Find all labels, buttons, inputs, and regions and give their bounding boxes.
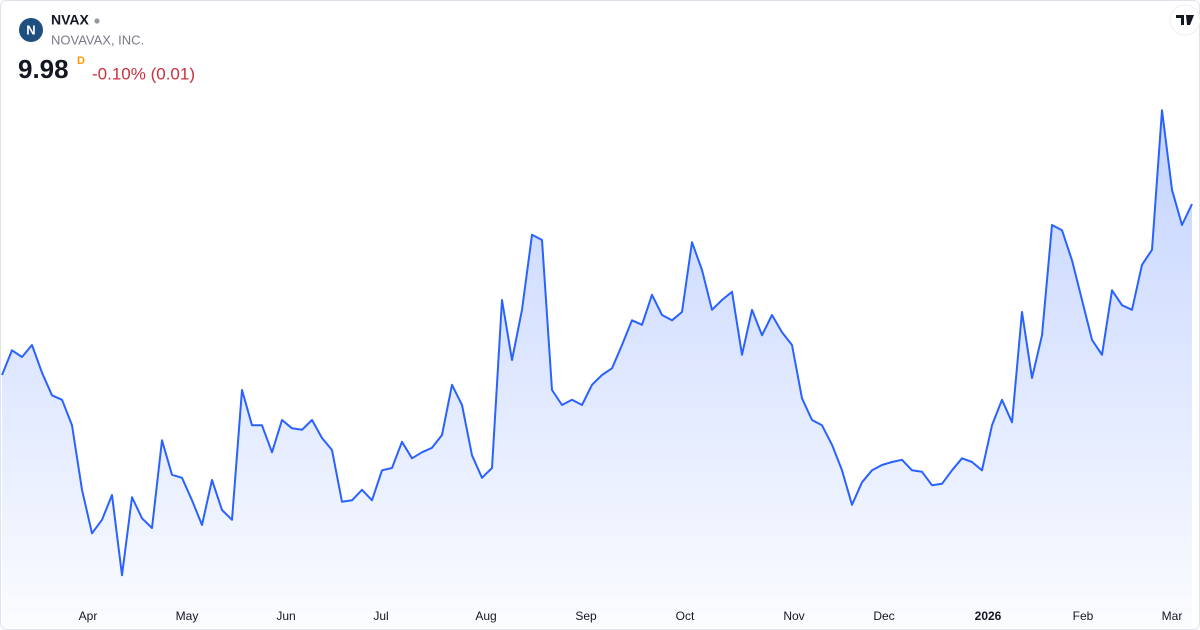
x-tick-label: Nov xyxy=(783,609,804,623)
x-tick-label: Dec xyxy=(873,609,894,623)
logo-letter: N xyxy=(26,22,35,37)
logo xyxy=(19,18,43,42)
x-tick-label: Jun xyxy=(276,609,295,623)
area-fill xyxy=(2,110,1192,628)
tradingview-logo[interactable] xyxy=(1169,4,1200,36)
x-tick-label: Mar xyxy=(1162,609,1183,623)
x-tick-label: Apr xyxy=(79,609,98,623)
price: 9.98 xyxy=(18,54,69,84)
status-dot xyxy=(94,18,100,24)
symbol: NVAX xyxy=(51,12,90,28)
x-tick-label: May xyxy=(176,609,199,623)
price-change: -0.10% (0.01) xyxy=(92,64,195,83)
x-tick-label: Feb xyxy=(1073,609,1094,623)
company-name: NOVAVAX, INC. xyxy=(51,32,144,47)
plot-area: Apr May Jun Jul Aug Sep Oct Nov Dec 2026 Feb Mar xyxy=(1,109,1193,628)
x-tick-label: Oct xyxy=(676,609,695,623)
x-tick-label: Aug xyxy=(475,609,496,623)
interval: D xyxy=(77,55,85,67)
x-tick-label: Jul xyxy=(373,609,388,623)
price-line xyxy=(1,109,1193,577)
x-tick-label: Sep xyxy=(575,609,597,623)
x-tick-label: 2026 xyxy=(975,609,1002,623)
